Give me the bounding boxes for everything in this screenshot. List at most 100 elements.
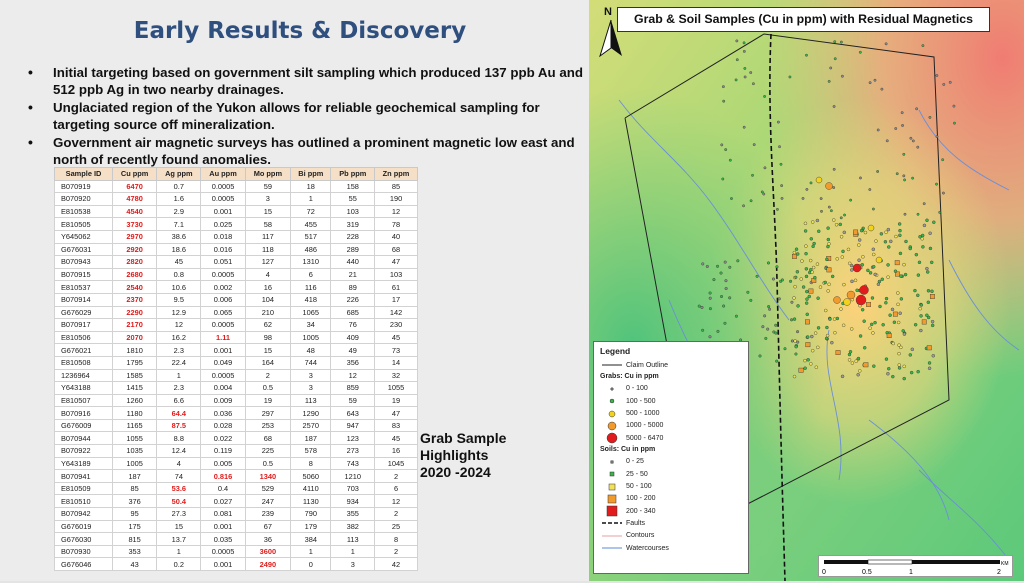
assay-cell: 409 bbox=[330, 330, 376, 345]
assay-cell: 87.5 bbox=[156, 418, 202, 433]
sample-point bbox=[854, 359, 858, 363]
sample-point bbox=[829, 209, 833, 213]
sample-point bbox=[825, 333, 830, 338]
assay-cell: 0.009 bbox=[200, 393, 246, 408]
sample-point bbox=[901, 124, 904, 127]
sample-point bbox=[935, 182, 938, 186]
assay-cell: 486 bbox=[290, 242, 332, 257]
assay-cell: 319 bbox=[330, 217, 376, 231]
assay-cell: 8 bbox=[290, 456, 332, 471]
sample-point bbox=[926, 315, 931, 320]
scale-tick: 0.5 bbox=[862, 569, 872, 576]
legend-heading: Legend bbox=[600, 346, 631, 356]
legend-label: 5000 - 6470 bbox=[626, 434, 664, 442]
sample-point bbox=[720, 143, 724, 147]
sample-point bbox=[790, 318, 794, 322]
sample-point bbox=[872, 364, 876, 368]
scale-tick: 0 bbox=[822, 569, 826, 576]
sample-point bbox=[926, 289, 931, 293]
assay-cell: 1.6 bbox=[156, 192, 202, 206]
table-row: E810510 376 50.4 0.027 247 1130 934 12 bbox=[53, 494, 418, 509]
assay-cell: 55 bbox=[330, 192, 376, 206]
assay-cell: 127 bbox=[244, 255, 292, 269]
assay-cell: 47 bbox=[374, 406, 418, 420]
assay-cell: 117 bbox=[244, 229, 292, 244]
sample-point bbox=[927, 361, 932, 365]
sample-point bbox=[866, 302, 871, 307]
sample-point bbox=[938, 210, 942, 214]
assay-cell: 59 bbox=[244, 179, 292, 194]
sample-point bbox=[697, 304, 701, 308]
legend-row: 100 - 500 bbox=[594, 395, 748, 407]
sample-id-cell: B070916 bbox=[53, 406, 114, 420]
sample-point bbox=[724, 279, 728, 283]
sample-point bbox=[805, 342, 811, 348]
sample-point bbox=[708, 296, 712, 300]
sample-point bbox=[789, 279, 793, 283]
assay-cell: 4 bbox=[244, 267, 292, 282]
legend-row-claim: Claim Outline bbox=[594, 359, 748, 371]
assay-cell: 12 bbox=[374, 204, 418, 219]
table-row: E810507 1260 6.6 0.009 19 113 59 19 bbox=[53, 393, 418, 408]
sample-point bbox=[880, 277, 884, 281]
assay-cell: 76 bbox=[330, 318, 376, 332]
sample-point bbox=[881, 323, 885, 327]
assay-cell: 0.049 bbox=[200, 355, 246, 370]
sample-point bbox=[868, 326, 872, 330]
sample-point bbox=[863, 346, 867, 350]
assay-cell: 61 bbox=[374, 280, 418, 294]
sample-point bbox=[826, 267, 832, 273]
sample-point bbox=[919, 314, 923, 318]
assay-cell: 78 bbox=[374, 217, 418, 231]
sample-point bbox=[902, 364, 906, 369]
scale-bar: 0 0.5 1 2 KM bbox=[818, 555, 1013, 577]
sample-point bbox=[742, 125, 746, 129]
assay-cell: 947 bbox=[330, 418, 376, 433]
sample-point bbox=[922, 223, 927, 228]
sample-point bbox=[884, 230, 888, 234]
sample-id-cell: G676009 bbox=[53, 418, 114, 433]
assay-cell: 210 bbox=[244, 305, 292, 320]
sample-point bbox=[708, 291, 712, 295]
assay-cell: 382 bbox=[330, 519, 376, 534]
sample-point bbox=[723, 321, 727, 325]
sample-point bbox=[893, 269, 898, 273]
assay-cell: 3 bbox=[290, 368, 332, 383]
sample-point bbox=[811, 348, 815, 353]
sample-point bbox=[809, 268, 813, 272]
sample-point bbox=[897, 222, 902, 226]
legend-group-soils: Soils: Cu in ppm bbox=[600, 446, 656, 454]
sample-point bbox=[916, 273, 921, 277]
sample-point bbox=[920, 233, 925, 238]
sample-id-cell: E810538 bbox=[53, 204, 114, 219]
sample-point bbox=[804, 274, 809, 279]
sample-point bbox=[835, 257, 839, 261]
sample-point bbox=[889, 239, 893, 244]
assay-cell: 104 bbox=[244, 292, 292, 307]
sample-point bbox=[900, 111, 904, 115]
sample-point bbox=[850, 327, 854, 331]
sample-point bbox=[833, 296, 841, 304]
fault-line bbox=[769, 33, 786, 581]
sample-point bbox=[799, 277, 803, 281]
sample-point bbox=[826, 244, 830, 249]
table-header-cell: Sample ID bbox=[53, 167, 114, 181]
assay-cell: 859 bbox=[330, 381, 376, 395]
sample-point bbox=[927, 366, 932, 370]
assay-cell: 45 bbox=[374, 431, 418, 446]
soil-symbol-icon bbox=[598, 456, 626, 468]
assay-cell: 48 bbox=[290, 343, 332, 357]
table-header-cell: Ag ppm bbox=[156, 167, 202, 181]
assay-cell: 18 bbox=[290, 179, 332, 194]
sample-point bbox=[846, 247, 851, 252]
table-row: B070922 1035 12.4 0.119 225 578 273 16 bbox=[53, 444, 418, 458]
sample-point bbox=[766, 261, 770, 265]
sample-point bbox=[780, 197, 784, 200]
sample-point bbox=[730, 197, 733, 200]
assay-cell: 685 bbox=[330, 305, 376, 320]
sample-point bbox=[842, 230, 847, 235]
sample-point bbox=[952, 104, 956, 108]
sample-point bbox=[883, 240, 888, 244]
sample-point bbox=[935, 74, 939, 77]
assay-cell: 0.2 bbox=[156, 557, 202, 571]
